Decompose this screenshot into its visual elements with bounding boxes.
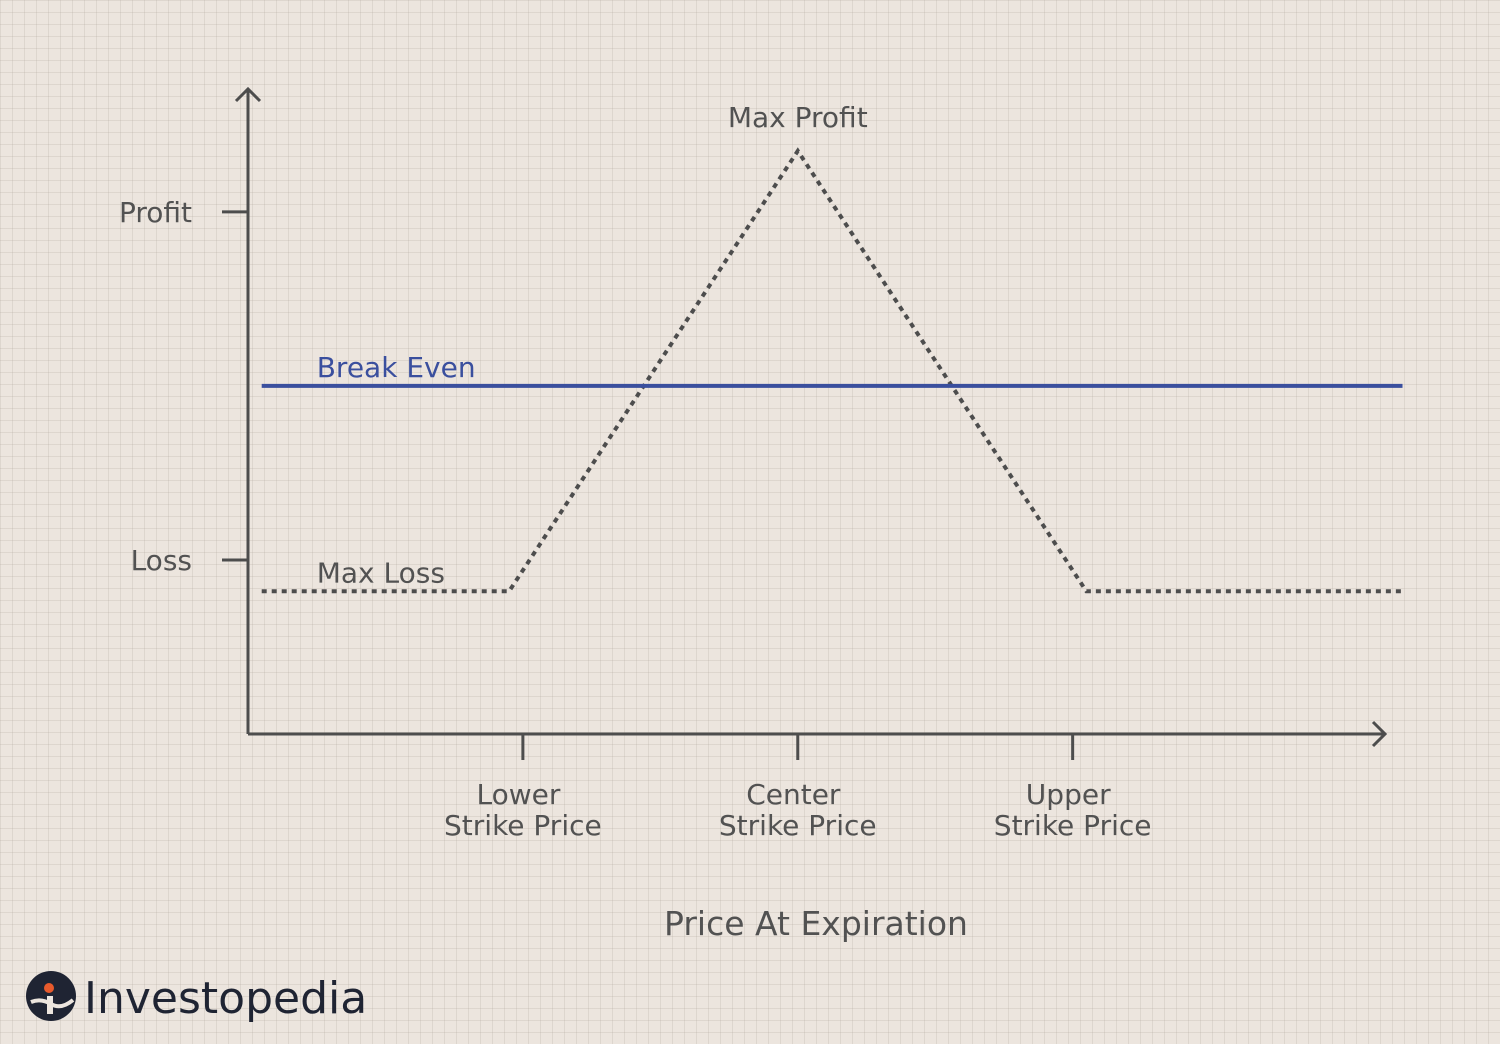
x-tick-label-upper-line1: Upper: [1026, 778, 1111, 811]
x-tick-label-center-line1: Center: [746, 778, 841, 811]
brand-name: Investopedia: [84, 973, 367, 1024]
x-tick-label-center: Center Strike Price: [719, 778, 877, 842]
x-tick-label-lower-line2: Strike Price: [444, 809, 602, 842]
y-axis-arrowhead: [234, 86, 262, 103]
y-tick-label-profit: Profit: [119, 196, 192, 229]
annotation-break-even: Break Even: [317, 351, 476, 384]
x-tick-label-lower-line1: Lower: [476, 778, 560, 811]
payoff-line: [261, 147, 1403, 594]
x-axis-arrowhead: [1371, 720, 1388, 748]
x-axis-title: Price At Expiration: [664, 904, 968, 943]
x-tick-label-upper: Upper Strike Price: [994, 778, 1152, 842]
y-tick-label-loss: Loss: [131, 544, 192, 577]
x-tick-label-upper-line2: Strike Price: [994, 809, 1152, 842]
investopedia-logo-icon: [26, 971, 76, 1021]
annotation-max-loss: Max Loss: [317, 556, 445, 589]
x-tick-label-center-line2: Strike Price: [719, 809, 877, 842]
x-tick-label-lower: Lower Strike Price: [444, 778, 602, 842]
annotation-max-profit: Max Profit: [728, 101, 868, 134]
